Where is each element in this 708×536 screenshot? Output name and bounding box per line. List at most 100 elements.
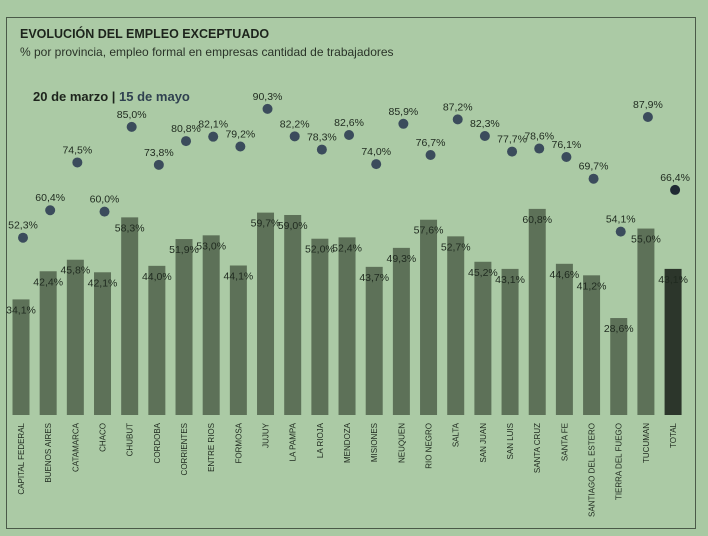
dot-value-label: 69,7% [579, 161, 609, 173]
category-label: CAPITAL FEDERAL [17, 422, 26, 494]
dot [126, 121, 137, 132]
legend-series-a: 20 de marzo [33, 89, 109, 104]
bar [148, 265, 166, 415]
dot [642, 112, 653, 123]
dot [479, 131, 490, 142]
bar [420, 219, 438, 415]
bar-value-label: 49,3% [386, 253, 416, 265]
category-label: CATAMARCA [71, 422, 80, 472]
category-label: LA PAMPA [289, 422, 298, 461]
bar-value-label: 42,4% [33, 276, 63, 288]
category-label: MENDOZA [343, 422, 352, 463]
bar-value-label: 44,1% [223, 271, 253, 283]
category-label: ENTRE RIOS [207, 423, 216, 472]
dot-value-label: 82,3% [470, 118, 500, 130]
category-label: SANTIAGO DEL ESTERO [588, 423, 597, 517]
bar-value-label: 58,3% [115, 222, 145, 234]
category-label: TUCUMAN [642, 423, 651, 463]
bar-value-label: 53,0% [196, 240, 226, 252]
bar-value-label: 43,7% [359, 272, 389, 284]
category-label: NEUQUEN [397, 423, 406, 463]
bar [664, 268, 682, 415]
bar-value-label: 45,8% [60, 265, 90, 277]
category-label: TIERRA DEL FUEGO [615, 423, 624, 500]
bar-value-label: 44,0% [142, 271, 172, 283]
legend-separator: | [111, 89, 116, 104]
category-label: SAN LUIS [506, 423, 515, 459]
bar [474, 261, 492, 415]
bar [94, 272, 112, 415]
category-label: CHUBUT [126, 423, 135, 456]
category-label: CORRIENTES [180, 423, 189, 475]
bar [501, 268, 519, 415]
category-label: SANTA CRUZ [533, 423, 542, 473]
category-label: CHACO [99, 423, 108, 452]
bar-value-label: 52,4% [332, 242, 362, 254]
dot-value-label: 78,6% [524, 131, 554, 143]
category-label: FORMOSA [234, 422, 243, 463]
dot-value-label: 87,2% [443, 101, 473, 113]
dot [561, 152, 572, 163]
bar-value-label: 51,9% [169, 244, 199, 256]
bar-value-label: 45,2% [468, 267, 498, 279]
dot-value-label: 90,3% [253, 91, 283, 103]
dot [670, 184, 681, 195]
bar [447, 236, 465, 415]
dot [99, 206, 110, 217]
bar [555, 263, 573, 415]
dot [235, 141, 246, 152]
category-label: LA RIOJA [316, 422, 325, 458]
dot [208, 131, 219, 142]
bar [392, 247, 410, 415]
bar [365, 266, 383, 415]
bar [257, 212, 275, 415]
bar-value-label: 42,1% [88, 277, 118, 289]
category-label: RIO NEGRO [425, 423, 434, 469]
dot-value-label: 85,9% [388, 106, 418, 118]
bar [610, 318, 628, 415]
bar [583, 275, 601, 415]
bar-value-label: 52,0% [305, 244, 335, 256]
bar-value-label: 44,6% [550, 269, 580, 281]
dot-value-label: 60,0% [90, 194, 120, 206]
bar [12, 299, 30, 415]
dot-value-label: 78,3% [307, 132, 337, 144]
bar-value-label: 28,6% [604, 323, 634, 335]
dot [153, 159, 164, 170]
dot [534, 143, 545, 154]
bar-value-label: 41,2% [577, 280, 607, 292]
dot-value-label: 82,6% [334, 117, 364, 129]
dot-value-label: 82,1% [198, 119, 228, 131]
dot [45, 205, 56, 216]
legend-series-b: 15 de mayo [119, 89, 190, 104]
dot-value-label: 66,4% [660, 172, 690, 184]
dot-value-label: 82,2% [280, 118, 310, 130]
dot-value-label: 77,7% [497, 134, 527, 146]
dot [425, 149, 436, 160]
dot [344, 129, 355, 140]
bar [311, 238, 329, 415]
chart-subtitle: % por provincia, empleo formal en empres… [20, 45, 394, 59]
dot [262, 103, 273, 114]
dot-value-label: 76,1% [552, 139, 582, 151]
bar [229, 265, 247, 415]
dot [72, 157, 83, 168]
bar [66, 259, 84, 415]
dot [452, 114, 463, 125]
dot-value-label: 54,1% [606, 214, 636, 226]
bar [121, 217, 139, 415]
bar [175, 239, 193, 415]
bar [202, 235, 220, 415]
chart-title: EVOLUCIÓN DEL EMPLEO EXCEPTUADO [20, 27, 270, 41]
category-label: JUJUY [262, 422, 271, 448]
dot-value-label: 76,7% [416, 137, 446, 149]
dot-value-label: 80,8% [171, 123, 201, 135]
bar [528, 208, 546, 415]
bar-value-label: 59,7% [251, 218, 281, 230]
bar-value-label: 34,1% [6, 304, 36, 316]
category-label: CORDOBA [153, 422, 162, 463]
bar-value-label: 60,8% [522, 214, 552, 226]
bar [39, 271, 57, 415]
bar [338, 237, 356, 415]
